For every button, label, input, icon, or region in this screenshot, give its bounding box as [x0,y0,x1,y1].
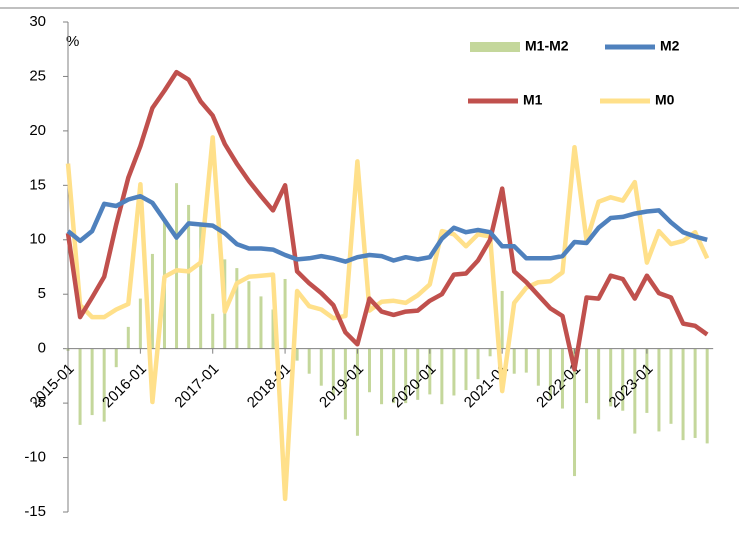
bar [693,348,697,438]
y-tick-label: 20 [29,122,46,139]
y-tick-label: 5 [38,285,46,302]
bar [416,348,420,400]
y-tick-label: 10 [29,231,46,248]
bar [585,348,589,404]
bar [368,348,371,393]
bar [355,348,359,436]
bar [404,348,408,404]
y-tick-label: 30 [29,13,46,30]
bar [259,296,263,349]
x-tick-label: 2017-01 [171,360,222,411]
y-tick-label: 0 [38,340,46,357]
bar [199,225,203,349]
bar [633,348,637,434]
x-tick-label: 2018-01 [244,360,295,411]
line-series [66,193,708,264]
y-tick-label: -10 [24,449,46,466]
bar [307,348,311,374]
bar [187,204,191,349]
line-series [65,69,709,372]
bar [295,348,299,361]
bar [645,348,649,413]
bar [512,348,516,374]
bar [247,281,251,349]
bar [609,348,613,407]
bar [536,348,540,386]
bar [78,348,82,425]
bar [235,268,239,349]
bar [440,348,444,405]
y-tick-label: 25 [29,67,46,84]
y-tick-label: -15 [24,503,46,520]
y-tick-label: 15 [29,176,46,193]
bar [500,290,504,349]
legend-swatch [470,42,520,52]
bar [476,348,480,380]
bar [271,309,275,349]
bar [621,348,625,411]
bar [681,348,685,441]
bar [464,348,468,391]
bar [138,298,142,349]
bar [560,348,564,409]
bar [343,348,347,420]
bar [452,348,456,396]
line-series [65,135,710,502]
bar [573,348,577,477]
legend-label: M0 [655,92,675,108]
bar [283,278,287,349]
bar [211,313,215,349]
y-tick-label: -5 [33,394,46,411]
bar [102,348,106,422]
bar [705,348,709,444]
bar [114,348,118,368]
x-tick-label: 2020-01 [388,360,439,411]
bar [331,348,335,396]
bar [392,348,396,404]
bar [524,348,528,373]
bar [150,253,154,349]
bar [175,183,179,349]
bar [657,348,661,432]
bar [126,326,130,349]
bar [488,348,492,357]
bar [319,348,323,386]
x-tick-label: 2016-01 [99,360,150,411]
y-axis-label: % [66,33,79,50]
bar [428,348,432,395]
bar [380,348,384,405]
bar [548,348,552,399]
bar [669,348,673,424]
x-tick-label: 2015-01 [27,360,78,411]
bar [597,348,601,420]
legend-label: M1-M2 [525,38,569,54]
legend-label: M1 [523,92,543,108]
x-tick-label: 2023-01 [606,360,657,411]
x-tick-label: 2019-01 [316,360,367,411]
bar [90,348,94,416]
legend-label: M2 [660,38,680,54]
